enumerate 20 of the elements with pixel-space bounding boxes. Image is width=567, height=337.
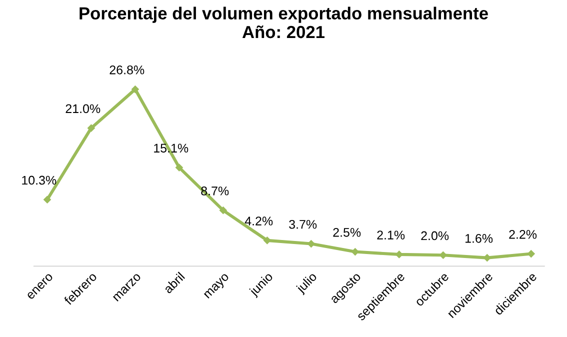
point xyxy=(264,236,271,244)
point xyxy=(308,240,315,248)
point xyxy=(132,86,139,93)
point xyxy=(440,251,447,259)
point xyxy=(352,248,359,256)
point xyxy=(88,124,95,132)
data-label: 2.0% xyxy=(421,231,449,240)
data-label: 4.2% xyxy=(244,216,273,226)
data-label: 3.7% xyxy=(289,220,317,229)
data-label: 1.6% xyxy=(466,234,493,243)
data-label: 26.8% xyxy=(110,65,144,74)
data-label: 2.5% xyxy=(333,228,361,237)
data-label: 10.3% xyxy=(22,176,56,185)
data-label: 21.0% xyxy=(66,104,100,114)
data-label: 2.1% xyxy=(377,230,405,240)
point xyxy=(176,164,183,172)
data-label: 2.2% xyxy=(509,230,537,239)
point xyxy=(44,196,51,204)
point xyxy=(220,206,227,214)
chart-title: Porcentaje del volumen exportado mensualmente Año: 2021 xyxy=(80,6,488,38)
